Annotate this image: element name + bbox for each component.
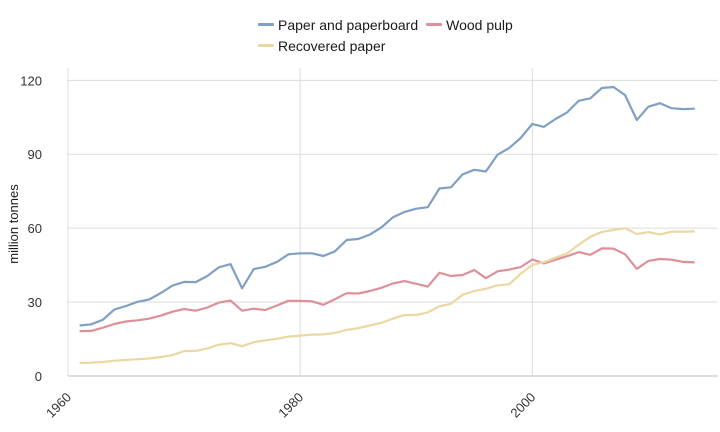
series-line-recovered-paper <box>79 227 695 364</box>
legend: Paper and paperboard Wood pulp Recovered… <box>258 14 558 56</box>
legend-label-wood-pulp: Wood pulp <box>446 16 513 33</box>
x-tick-label: 1960 <box>43 390 74 421</box>
x-axis-ticks: 1960 1980 2000 <box>43 390 538 421</box>
legend-item-wood-pulp[interactable]: Wood pulp <box>426 17 513 33</box>
grid-lines <box>67 68 718 377</box>
y-tick-label: 120 <box>20 73 42 88</box>
legend-item-paper-and-paperboard[interactable]: Paper and paperboard <box>258 17 418 33</box>
y-tick-label: 0 <box>35 369 42 384</box>
legend-label-recovered-paper: Recovered paper <box>278 37 386 54</box>
legend-item-recovered-paper[interactable]: Recovered paper <box>258 38 385 54</box>
x-tick-label: 2000 <box>507 390 538 421</box>
legend-swatch-wood-pulp <box>426 23 443 26</box>
series-line-paper-and-paperboard <box>79 85 695 327</box>
y-axis-title: million tonnes <box>6 184 21 264</box>
y-tick-label: 30 <box>28 295 42 310</box>
legend-swatch-paper-and-paperboard <box>258 23 274 26</box>
legend-label-paper-and-paperboard: Paper and paperboard <box>278 16 419 33</box>
series-lines <box>79 85 695 364</box>
series-line-wood-pulp <box>79 247 695 333</box>
y-tick-label: 60 <box>28 221 42 236</box>
legend-row-1: Paper and paperboard Wood pulp <box>258 14 558 35</box>
legend-row-2: Recovered paper <box>258 35 558 56</box>
legend-swatch-recovered-paper <box>258 44 274 47</box>
x-tick-label: 1980 <box>275 390 306 421</box>
y-tick-label: 90 <box>28 147 42 162</box>
y-axis-ticks: 0 30 60 90 120 <box>20 73 42 384</box>
